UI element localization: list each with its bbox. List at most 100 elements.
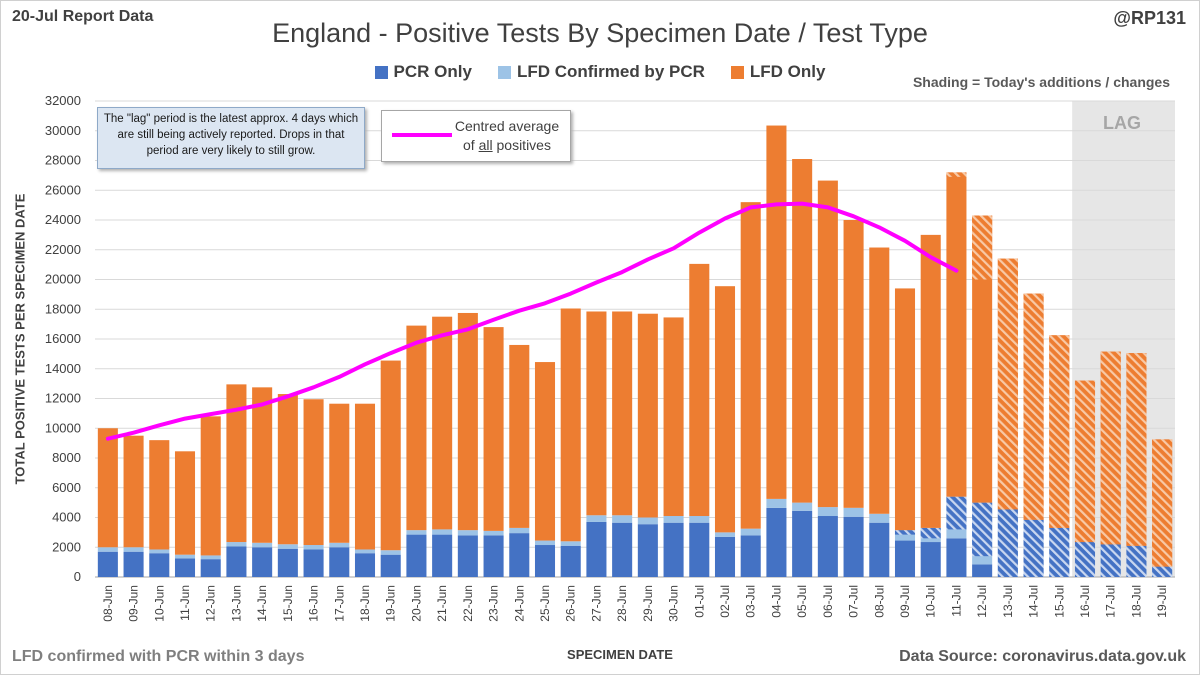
- x-tick-label: 02-Jul: [718, 585, 732, 618]
- lag-label: LAG: [1103, 113, 1141, 133]
- average-line-swatch: [392, 133, 452, 137]
- bar-segment-lfd-confirmed: [740, 528, 761, 536]
- bar-segment-lfd-confirmed: [869, 513, 890, 523]
- y-tick-label: 14000: [45, 361, 81, 376]
- bar-segment-lfd-confirmed: [560, 541, 581, 546]
- bar-segment-pcr: [406, 534, 427, 577]
- y-tick-label: 8000: [52, 450, 81, 465]
- bar-segment-lfd-confirmed: [329, 542, 350, 548]
- x-tick-label: 16-Jun: [307, 585, 321, 622]
- y-tick-label: 10000: [45, 420, 81, 435]
- bar-segment-lfd-confirmed: [380, 550, 401, 555]
- x-tick-label: 08-Jul: [872, 585, 886, 618]
- bar-shaded-lfd-confirmed: [1100, 544, 1121, 577]
- bar-segment-lfd-only: [946, 172, 967, 497]
- x-tick-label: 23-Jun: [487, 585, 501, 622]
- bar-segment-pcr: [380, 554, 401, 577]
- x-tick-label: 15-Jul: [1052, 585, 1066, 618]
- bar-segment-pcr: [483, 535, 504, 577]
- x-tick-label: 03-Jul: [744, 585, 758, 618]
- bar-segment-lfd-only: [432, 316, 453, 530]
- bar-segment-lfd-confirmed: [252, 542, 273, 548]
- bar-segment-pcr: [354, 553, 376, 577]
- bar-segment-pcr: [123, 551, 144, 577]
- y-tick-label: 22000: [45, 242, 81, 257]
- bar-segment-lfd-confirmed: [149, 549, 170, 554]
- bar-segment-lfd-only: [174, 451, 196, 555]
- bar-segment-pcr: [843, 516, 864, 577]
- bar-segment-lfd-only: [123, 435, 144, 548]
- bar-segment-lfd-only: [277, 394, 298, 545]
- data-source: Data Source: coronavirus.data.gov.uk: [899, 648, 1186, 665]
- y-tick-label: 2000: [52, 539, 81, 554]
- x-tick-label: 01-Jul: [692, 585, 706, 618]
- bar-shaded-lfd-confirmed: [1074, 542, 1096, 577]
- footnote: LFD confirmed with PCR within 3 days: [12, 648, 305, 665]
- x-tick-label: 24-Jun: [512, 585, 526, 622]
- y-tick-label: 24000: [45, 212, 81, 227]
- legend-swatch-lfd-confirmed: [497, 65, 511, 79]
- bar-segment-pcr: [740, 535, 761, 577]
- bar-segment-lfd-confirmed: [534, 540, 556, 546]
- bar-shaded-lfd-only: [1126, 353, 1147, 546]
- bar-shaded-lfd-confirmed: [1049, 527, 1070, 577]
- shading-note: Shading = Today's additions / changes: [912, 74, 1170, 90]
- bar-segment-pcr: [714, 536, 736, 577]
- x-tick-label: 30-Jun: [667, 585, 681, 622]
- bar-segment-lfd-confirmed: [174, 554, 196, 559]
- x-tick-label: 11-Jul: [949, 585, 963, 617]
- bar-segment-lfd-only: [354, 403, 376, 550]
- bar-segment-lfd-only: [406, 325, 427, 531]
- average-legend-box: Centred average of all positives: [381, 110, 571, 162]
- x-tick-label: 14-Jun: [255, 585, 269, 622]
- bar-segment-pcr: [689, 522, 710, 577]
- bar-segment-lfd-only: [766, 125, 787, 499]
- bar-segment-lfd-confirmed: [509, 527, 530, 534]
- x-tick-label: 19-Jul: [1155, 585, 1169, 618]
- y-axis-label: TOTAL POSITIVE TESTS PER SPECIMEN DATE: [12, 193, 28, 485]
- bar-segment-lfd-only: [97, 428, 118, 548]
- bar-segment-lfd-confirmed: [637, 517, 658, 525]
- bar-shaded-lfd-only: [972, 215, 993, 280]
- legend-item-pcr: PCR Only: [374, 62, 472, 82]
- bar-segment-lfd-only: [869, 247, 890, 514]
- bar-segment-lfd-confirmed: [200, 555, 221, 560]
- bar-segment-lfd-confirmed: [612, 515, 633, 523]
- y-tick-label: 6000: [52, 480, 81, 495]
- bar-segment-pcr: [560, 545, 581, 577]
- bar-segment-lfd-confirmed: [354, 549, 376, 554]
- bar-segment-pcr: [894, 540, 916, 577]
- x-tick-label: 22-Jun: [461, 585, 475, 622]
- y-tick-label: 28000: [45, 153, 81, 168]
- bar-segment-pcr: [200, 559, 221, 577]
- bar-shaded-lfd-confirmed: [894, 530, 916, 535]
- bar-segment-lfd-only: [972, 215, 993, 503]
- bar-shaded-lfd-only: [1152, 439, 1173, 567]
- bar-shaded-lfd-only: [1100, 351, 1121, 545]
- bar-segment-pcr: [226, 546, 247, 577]
- bar-segment-lfd-confirmed: [766, 498, 787, 508]
- bar-shaded-lfd-confirmed: [1152, 566, 1173, 577]
- bar-segment-lfd-confirmed: [663, 516, 684, 523]
- bar-segment-pcr: [277, 548, 298, 577]
- bar-segment-lfd-only: [843, 220, 864, 508]
- bar-segment-lfd-only: [149, 440, 170, 550]
- bar-segment-pcr: [509, 533, 530, 577]
- bar-segment-lfd-only: [714, 286, 736, 533]
- bar-shaded-lfd-confirmed: [1126, 545, 1147, 577]
- bar-segment-lfd-only: [380, 360, 401, 551]
- bar-shaded-lfd-confirmed: [946, 496, 967, 530]
- average-label-before: Centred average of: [454, 118, 560, 153]
- x-tick-label: 15-Jun: [281, 585, 295, 622]
- bar-segment-lfd-only: [509, 344, 530, 528]
- y-tick-label: 32000: [45, 93, 81, 108]
- bar-segment-lfd-confirmed: [303, 545, 324, 550]
- bar-segment-lfd-only: [894, 288, 916, 531]
- y-tick-label: 16000: [45, 331, 81, 346]
- bar-segment-pcr: [972, 564, 993, 577]
- bar-shaded-lfd-confirmed: [1023, 519, 1044, 577]
- bar-segment-pcr: [97, 551, 118, 577]
- bar-segment-lfd-only: [792, 159, 813, 503]
- bar-segment-lfd-only: [534, 362, 556, 541]
